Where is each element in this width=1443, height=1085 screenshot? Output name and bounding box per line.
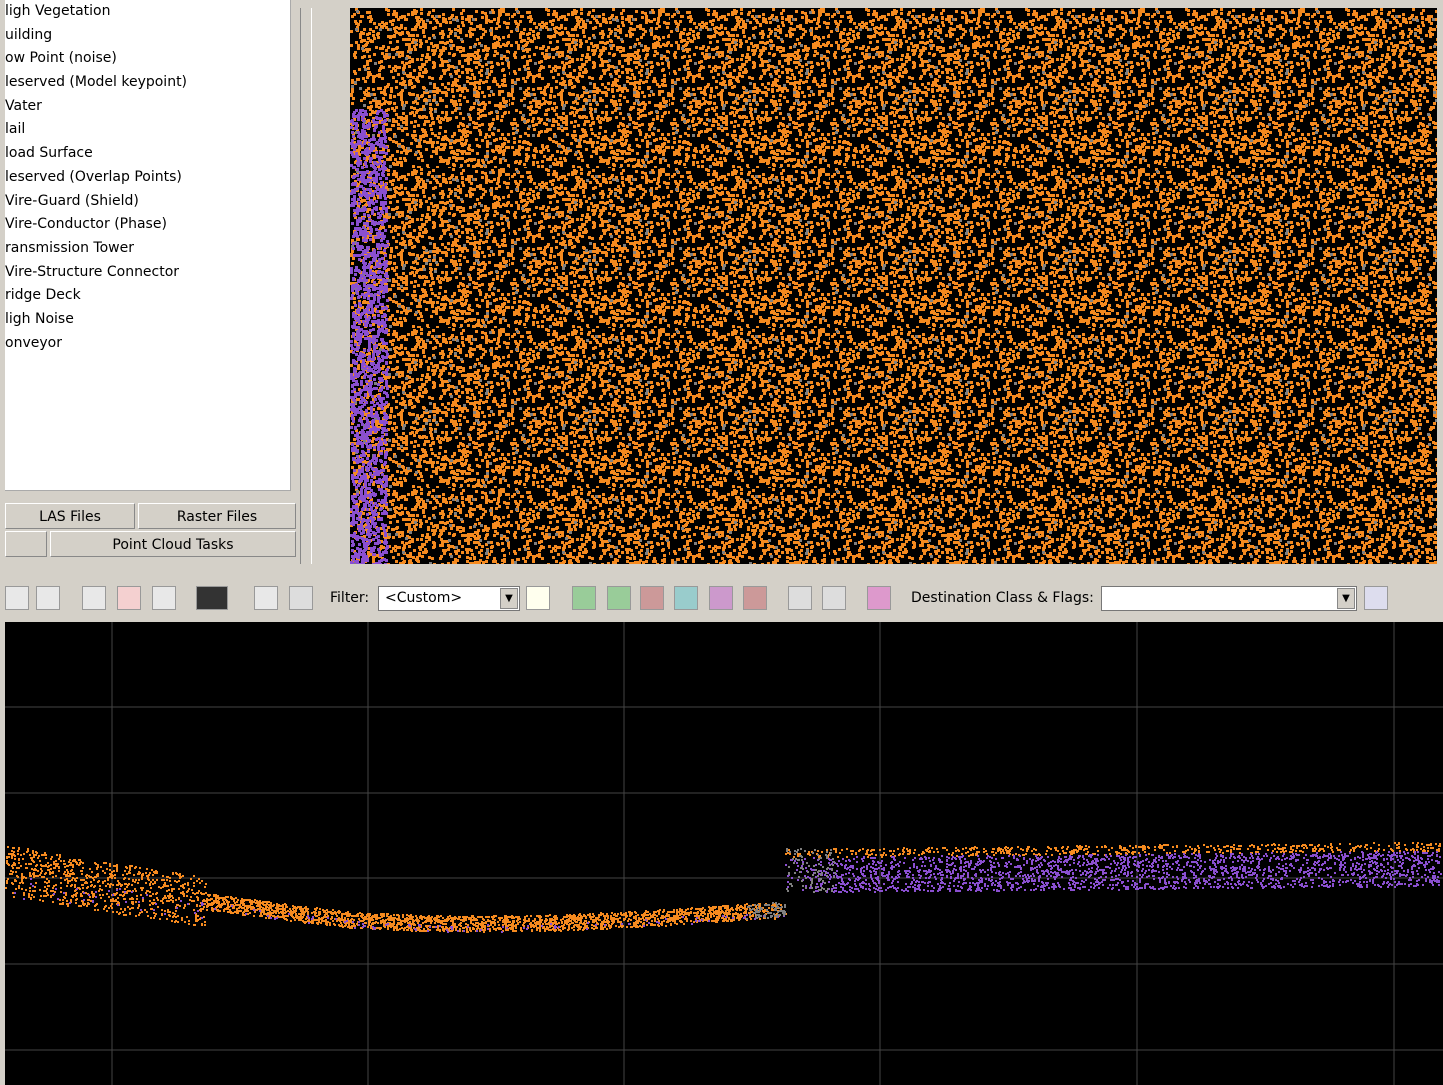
tool-button[interactable]: [196, 586, 228, 610]
points: [350, 109, 389, 564]
tool-button[interactable]: [607, 586, 631, 610]
class-item[interactable]: ransmission Tower: [5, 239, 134, 256]
dropdown-arrow[interactable]: ▼: [1337, 588, 1355, 609]
class-item[interactable]: uilding: [5, 26, 53, 43]
tab-point-cloud-tasks[interactable]: Point Cloud Tasks: [50, 531, 296, 557]
flag-button[interactable]: [1364, 586, 1388, 610]
tool-button[interactable]: [743, 586, 767, 610]
class-item[interactable]: Vater: [5, 97, 42, 114]
filter-label: Filter:: [330, 590, 370, 606]
profile-bg: [5, 622, 1443, 1085]
toolbar: Filter: <Custom> ▼ Destination Class & Fl…: [0, 575, 1443, 621]
plan-view: [350, 8, 1437, 564]
tool-button[interactable]: [572, 586, 596, 610]
class-item[interactable]: leserved (Model keypoint): [5, 74, 188, 91]
class-item[interactable]: onveyor: [5, 334, 62, 351]
class-item[interactable]: ridge Deck: [5, 287, 81, 304]
tab-las-files[interactable]: LAS Files: [5, 503, 135, 529]
tab-blank[interactable]: [5, 531, 47, 557]
class-item[interactable]: Vire-Conductor (Phase): [5, 216, 167, 233]
tool-button[interactable]: [5, 586, 29, 610]
class-item[interactable]: ow Point (noise): [5, 50, 117, 67]
profile-view: [5, 622, 1443, 1085]
undo-button[interactable]: [788, 586, 812, 610]
point-cloud: [350, 8, 1437, 564]
tool-button[interactable]: [289, 586, 313, 610]
tool-button[interactable]: [640, 586, 664, 610]
class-item[interactable]: Vire-Structure Connector: [5, 263, 180, 280]
filter-button[interactable]: [526, 586, 550, 610]
class-item[interactable]: lail: [5, 121, 26, 138]
class-item[interactable]: ligh Vegetation: [5, 3, 111, 19]
tool-button[interactable]: [674, 586, 698, 610]
tool-button[interactable]: [36, 586, 60, 610]
profile-points: [746, 848, 836, 920]
tool-button[interactable]: [709, 586, 733, 610]
class-item[interactable]: load Surface: [5, 145, 93, 162]
tool-button[interactable]: [117, 586, 141, 610]
filter-combo[interactable]: <Custom> ▼: [378, 586, 520, 611]
class-list: ligh Vegetation uilding ow Point (noise) le…: [5, 0, 291, 491]
tool-button[interactable]: [867, 586, 891, 610]
tab-raster-files[interactable]: Raster Files: [138, 503, 296, 529]
profile-points: [14, 851, 1442, 933]
filter-value: <Custom>: [385, 590, 463, 606]
redo-button[interactable]: [822, 586, 846, 610]
dropdown-arrow[interactable]: ▼: [500, 588, 518, 609]
destination-combo[interactable]: ▼: [1101, 586, 1357, 611]
tool-button[interactable]: [82, 586, 106, 610]
tool-button[interactable]: [152, 586, 176, 610]
class-item[interactable]: ligh Noise: [5, 310, 74, 327]
class-item[interactable]: leserved (Overlap Points): [5, 168, 182, 185]
splitter: [300, 8, 312, 564]
class-item[interactable]: Vire-Guard (Shield): [5, 192, 139, 209]
destination-label: Destination Class & Flags:: [911, 590, 1094, 606]
tool-button[interactable]: [254, 586, 278, 610]
